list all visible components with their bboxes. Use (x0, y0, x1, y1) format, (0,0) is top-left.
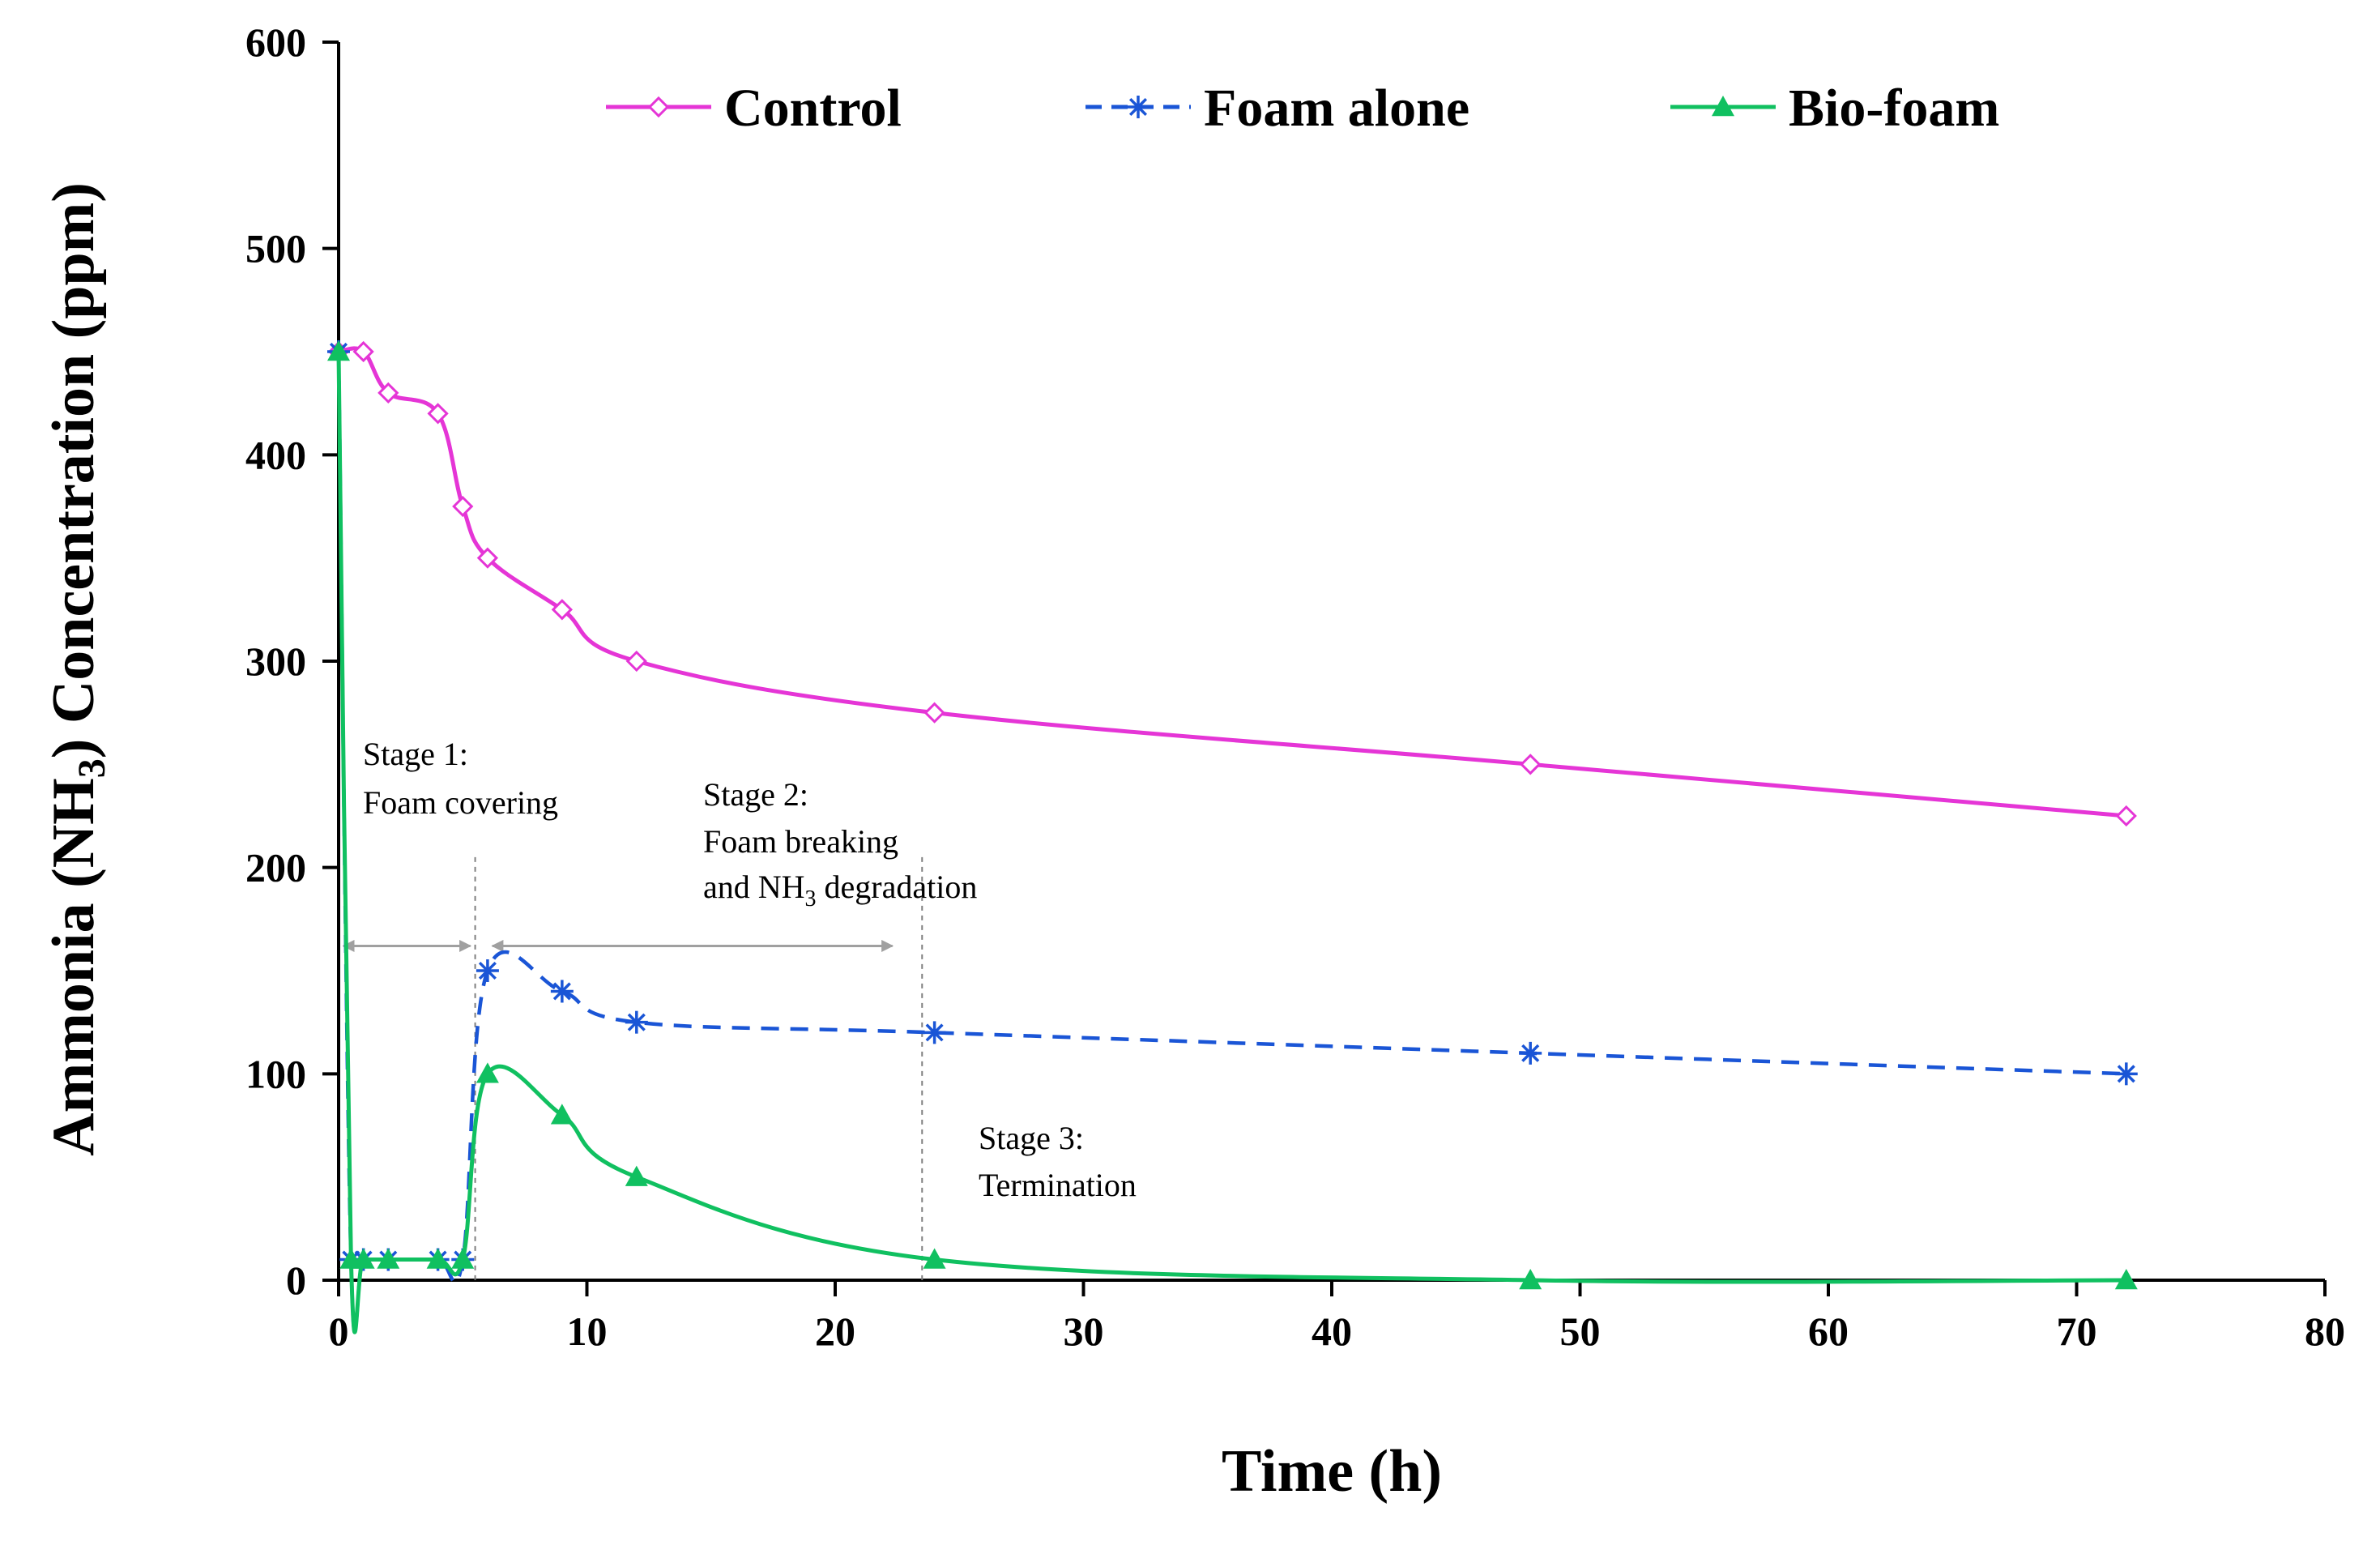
stage2-title: Stage 2: (703, 776, 808, 813)
data-point-control (1520, 754, 1542, 775)
x-tick-label: 10 (567, 1309, 608, 1354)
legend-marker (1712, 96, 1734, 117)
stage1-annotation: Stage 1: Foam covering (363, 736, 558, 821)
data-point-control (2115, 805, 2137, 827)
series-layer (327, 340, 2138, 1334)
legend-item-bio-foam: Bio-foam (1670, 79, 1999, 138)
legend-label: Bio-foam (1789, 79, 1999, 138)
legend-item-foam-alone: Foam alone (1086, 79, 1469, 138)
series-foam-alone (327, 340, 2138, 1334)
x-tick-label: 80 (2305, 1309, 2345, 1354)
y-axis-title: Ammonia (NH3) Concentration (ppm) (41, 182, 113, 1156)
data-point-control (923, 702, 945, 724)
data-point-control (377, 382, 399, 404)
stage3-annotation: Stage 3: Termination (979, 1120, 1137, 1203)
data-point-foam-alone (476, 959, 499, 982)
data-point-control (452, 495, 474, 518)
y-tick-label: 200 (245, 845, 306, 890)
data-point-bio-foam (352, 1248, 375, 1269)
y-tick-label: 100 (245, 1051, 306, 1096)
data-point-bio-foam (377, 1248, 400, 1269)
stage2-annotation: Stage 2: Foam breaking and NH3 degradati… (703, 776, 977, 912)
data-point-foam-alone (550, 980, 574, 1003)
y-tick-label: 0 (286, 1258, 306, 1303)
stage-annotations: Stage 1: Foam covering Stage 2: Foam bre… (342, 736, 1137, 1280)
axes: 0 10 20 30 40 50 60 70 80 0 100 200 300 400 500 600 (245, 19, 2345, 1354)
x-tick-label: 20 (815, 1309, 855, 1354)
x-axis-title: Time (h) (1222, 1438, 1442, 1505)
x-tick-label: 50 (1560, 1309, 1601, 1354)
y-tick-label: 400 (245, 432, 306, 477)
stage3-title: Stage 3: (979, 1120, 1084, 1156)
stage3-desc: Termination (979, 1167, 1137, 1203)
legend: Control Foam alone Bio-foam (606, 79, 1999, 138)
series-line-control (338, 346, 2127, 818)
y-axis-title-post: ) Concentration (ppm) (41, 182, 107, 758)
stage2-desc-line2-pre: and NH (703, 869, 805, 905)
data-point-bio-foam (550, 1104, 574, 1125)
y-axis-title-sub: 3 (70, 758, 113, 778)
legend-label: Foam alone (1204, 79, 1469, 138)
data-point-control (476, 547, 499, 569)
legend-marker (1127, 96, 1149, 118)
x-ticks: 0 10 20 30 40 50 60 70 80 (329, 1280, 2345, 1354)
data-point-bio-foam (923, 1248, 946, 1269)
legend-item-control: Control (606, 79, 902, 138)
data-point-foam-alone (923, 1021, 946, 1044)
data-point-foam-alone (625, 1010, 648, 1034)
data-point-foam-alone (1519, 1041, 1542, 1065)
y-tick-label: 500 (245, 226, 306, 271)
stage1-title: Stage 1: (363, 736, 468, 772)
x-tick-label: 30 (1064, 1309, 1104, 1354)
x-tick-label: 0 (329, 1309, 349, 1354)
y-tick-label: 600 (245, 19, 306, 65)
series-line-foam-alone (336, 351, 2126, 1334)
data-point-bio-foam (625, 1165, 648, 1186)
series-control (327, 340, 2137, 827)
stage2-desc-line1: Foam breaking (703, 823, 898, 860)
data-point-bio-foam (2114, 1269, 2138, 1290)
x-tick-label: 70 (2057, 1309, 2097, 1354)
stage2-desc-line2-sub: 3 (805, 886, 817, 912)
data-point-bio-foam (1519, 1269, 1542, 1290)
data-point-control (352, 340, 374, 363)
data-point-bio-foam (426, 1248, 450, 1269)
x-tick-label: 40 (1312, 1309, 1352, 1354)
y-ticks: 0 100 200 300 400 500 600 (245, 19, 339, 1303)
y-axis-title-pre: Ammonia (NH (41, 778, 107, 1156)
series-line-bio-foam (336, 351, 2126, 1334)
data-point-foam-alone (2114, 1062, 2138, 1086)
legend-label: Control (724, 79, 902, 138)
stage2-desc-line2-post: degradation (817, 869, 978, 905)
data-point-control (625, 650, 647, 673)
stage1-desc: Foam covering (363, 784, 558, 821)
x-tick-label: 60 (1808, 1309, 1849, 1354)
data-point-control (551, 599, 573, 621)
legend-marker (647, 96, 670, 118)
series-bio-foam (327, 340, 2138, 1334)
y-tick-label: 300 (245, 638, 306, 684)
data-point-control (427, 403, 449, 425)
data-point-bio-foam (327, 340, 350, 361)
data-point-bio-foam (476, 1062, 499, 1083)
data-point-bio-foam (451, 1248, 475, 1269)
